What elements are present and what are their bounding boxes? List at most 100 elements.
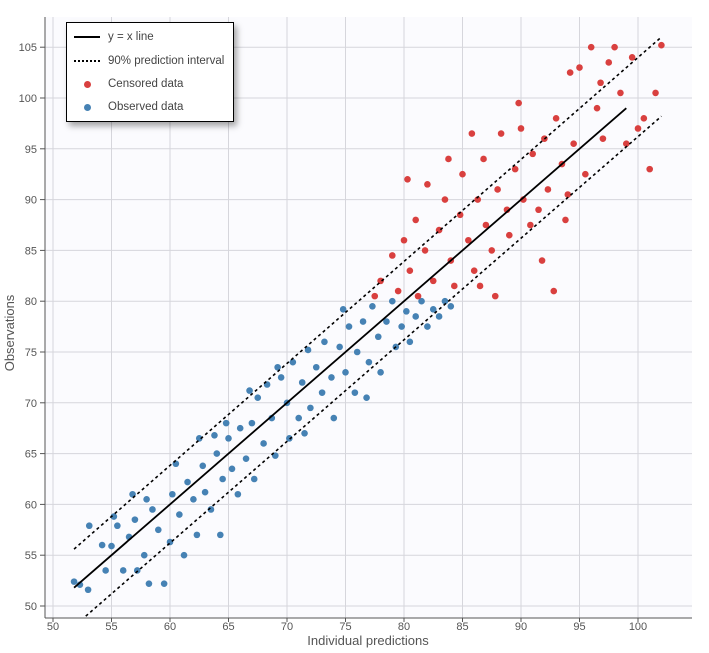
observed-point <box>363 394 370 402</box>
legend: y = x line 90% prediction interval Censo… <box>66 22 234 122</box>
y-tick-label: 60 <box>25 499 37 511</box>
observed-point <box>342 369 349 376</box>
censored-point <box>470 267 478 275</box>
observed-point <box>250 475 258 483</box>
censored-point <box>389 252 396 259</box>
observed-point <box>114 522 121 530</box>
observed-point <box>374 333 382 341</box>
observed-point <box>195 435 203 442</box>
censored-point <box>658 41 665 49</box>
y-tick-label: 80 <box>25 296 37 308</box>
observed-point <box>236 424 244 432</box>
observed-point <box>211 432 218 439</box>
x-tick-label: 65 <box>222 621 234 633</box>
censored-point <box>587 43 595 51</box>
legend-item-censored: Censored data <box>67 76 183 92</box>
censored-point <box>441 196 449 203</box>
censored-point <box>506 231 513 239</box>
observed-point <box>98 541 106 549</box>
y-tick-label: 100 <box>19 93 37 105</box>
y-tick-label: 65 <box>25 449 37 461</box>
observed-point <box>246 387 253 394</box>
y-tick-label: 50 <box>25 601 37 613</box>
observed-point <box>219 475 226 483</box>
censored-point <box>468 130 476 137</box>
censored-point <box>459 170 466 178</box>
x-tick-label: 60 <box>164 621 176 633</box>
observed-point <box>228 465 236 473</box>
censored-point <box>550 287 558 295</box>
observed-point <box>447 302 455 310</box>
x-tick-label: 85 <box>456 621 468 633</box>
censored-point <box>515 99 522 107</box>
solid-line-swatch <box>74 36 100 38</box>
observed-point <box>383 318 390 325</box>
observed-point <box>222 419 230 427</box>
x-tick-label: 95 <box>573 621 585 633</box>
observed-point <box>435 313 443 320</box>
censored-point <box>517 125 525 132</box>
censored-point <box>429 277 437 285</box>
censored-point <box>394 287 402 295</box>
censored-point <box>605 59 613 66</box>
censored-point <box>566 69 574 76</box>
observed-point <box>110 513 118 520</box>
censored-point <box>476 282 484 290</box>
censored-point <box>371 292 379 300</box>
observed-point <box>131 516 139 523</box>
censored-point <box>494 186 501 193</box>
censored-point <box>538 257 546 264</box>
observed-point <box>365 358 373 366</box>
observed-point <box>119 567 127 574</box>
observed-point <box>102 567 109 574</box>
observed-point <box>274 363 281 371</box>
x-tick-label: 80 <box>398 621 410 633</box>
red-dot-swatch <box>83 80 91 88</box>
observed-point <box>412 313 420 320</box>
observed-point <box>339 306 347 313</box>
observed-point <box>353 348 361 356</box>
legend-label: Observed data <box>108 101 184 113</box>
x-axis-label: Individual predictions <box>307 633 429 648</box>
censored-point <box>564 191 572 198</box>
legend-label: y = x line <box>108 31 154 43</box>
observed-point <box>70 578 78 585</box>
observed-point <box>149 506 156 513</box>
observed-point <box>199 462 207 470</box>
observed-point <box>140 551 148 559</box>
observed-point <box>248 419 256 427</box>
y-axis-label: Observations <box>2 294 17 371</box>
censored-point <box>634 125 642 132</box>
observed-point <box>242 455 250 462</box>
censored-point <box>482 221 490 229</box>
censored-point <box>570 140 577 148</box>
dotted-line-swatch <box>74 60 100 62</box>
legend-label: 90% prediction interval <box>108 55 225 67</box>
legend-item-observed: Observed data <box>67 99 183 115</box>
observed-point <box>260 440 267 447</box>
censored-point <box>611 43 618 51</box>
axes: 50 55 60 65 70 75 80 85 90 95 100 50 55 60 65 70 75 80 85 9… <box>19 17 692 633</box>
observed-point <box>108 542 115 550</box>
observed-point <box>441 297 449 305</box>
censored-point <box>465 236 472 244</box>
censored-point <box>597 79 604 87</box>
x-tick-label: 75 <box>339 621 351 633</box>
censored-point <box>593 104 601 112</box>
pi-upper-line <box>73 36 662 550</box>
observed-point <box>418 297 425 305</box>
observed-point <box>155 526 162 534</box>
censored-point <box>404 175 411 183</box>
censored-point <box>628 54 636 61</box>
legend-label: Censored data <box>108 78 184 90</box>
censored-point <box>400 236 408 244</box>
censored-point <box>652 89 659 97</box>
observed-point <box>369 302 376 310</box>
observed-point <box>234 490 242 498</box>
observed-point <box>217 531 224 539</box>
censored-point <box>424 181 431 188</box>
x-tick-label: 70 <box>281 621 293 633</box>
censored-point <box>406 267 414 275</box>
censored-point <box>544 186 552 193</box>
